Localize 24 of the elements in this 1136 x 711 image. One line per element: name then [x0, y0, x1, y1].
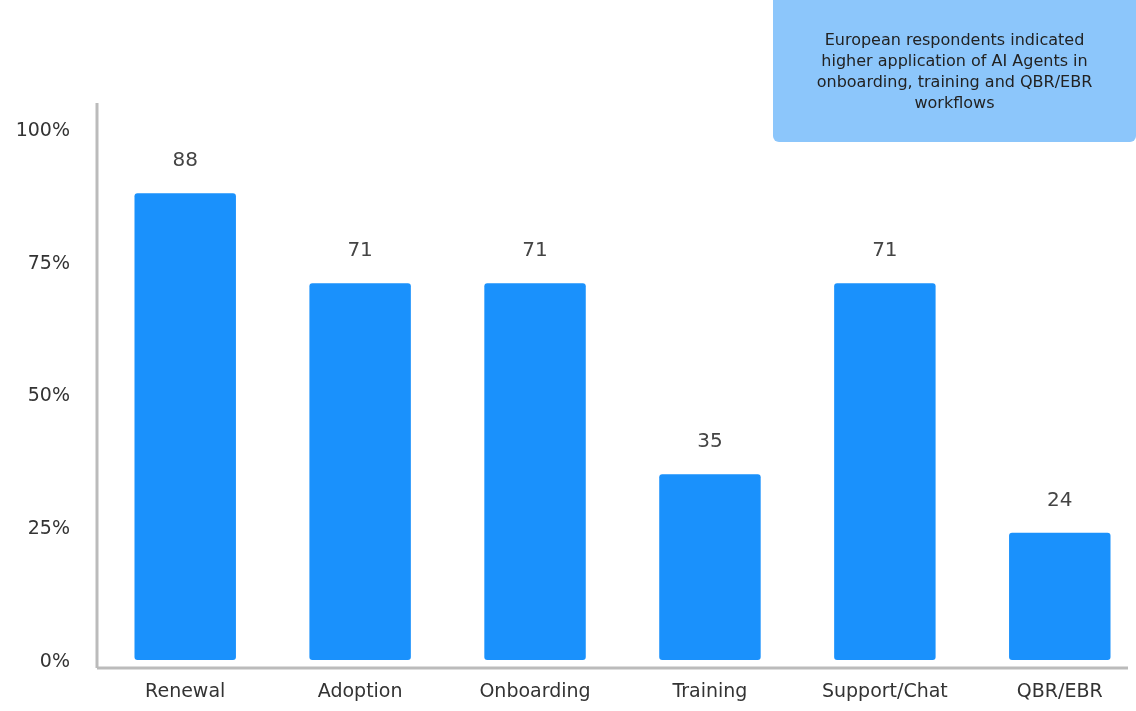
data-label: 24 [1047, 486, 1073, 511]
data-label: 71 [522, 237, 548, 262]
data-label: 71 [347, 237, 373, 262]
y-tick-label: 0% [39, 648, 70, 671]
bar [484, 283, 586, 660]
x-tick-label: Adoption [317, 679, 403, 701]
y-tick-label: 50% [27, 383, 70, 406]
y-tick-label: 100% [15, 118, 70, 141]
annotation: European respondents indicated higher application of AI Agents in onboarding, training and QBR/EBR workflows [816, 29, 1093, 112]
y-tick-label: 75% [27, 250, 70, 273]
data-label: 71 [872, 237, 898, 262]
bar [834, 283, 936, 660]
x-tick-label: Training [671, 679, 748, 701]
x-tick-label: QBR/EBR [1016, 679, 1103, 701]
bar [309, 283, 411, 660]
data-label: 88 [172, 147, 198, 172]
y-tick-label: 25% [27, 516, 70, 539]
x-tick-label: Onboarding [479, 679, 591, 701]
x-tick-label: Renewal [145, 679, 226, 701]
bar [1009, 532, 1111, 660]
x-tick-label: Support/Chat [821, 679, 948, 701]
data-label: 35 [697, 428, 723, 453]
bar [659, 474, 761, 660]
bar [134, 193, 236, 660]
